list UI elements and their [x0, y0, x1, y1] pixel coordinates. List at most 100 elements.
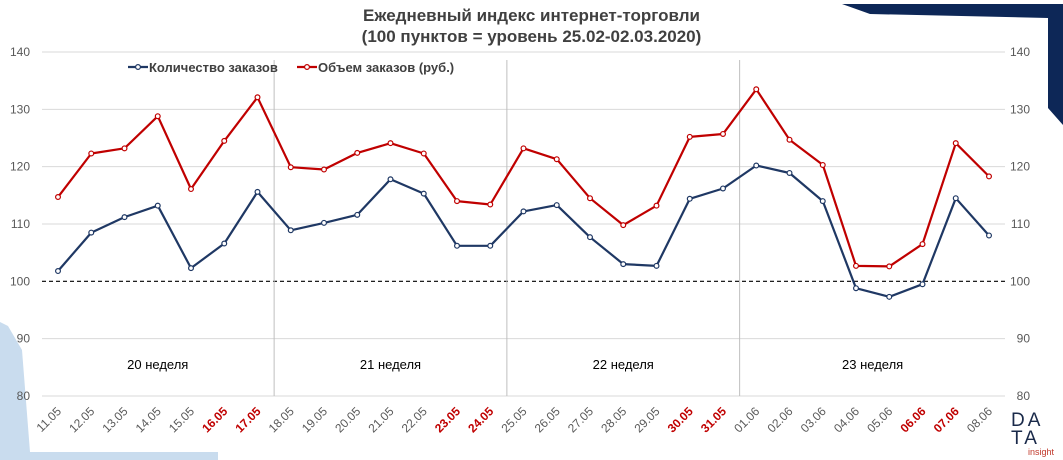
x-tick-label: 01.06	[731, 404, 762, 435]
y-tick-label-right: 130	[1010, 102, 1030, 116]
legend-label: Количество заказов	[149, 60, 278, 75]
data-point	[121, 214, 128, 221]
y-tick-label-left: 100	[10, 274, 30, 288]
data-point	[919, 281, 926, 288]
data-point	[886, 263, 893, 270]
data-point	[154, 113, 161, 120]
series-line	[57, 164, 990, 298]
data-point	[753, 162, 760, 169]
chart-title: Ежедневный индекс интернет-торговли	[363, 6, 700, 25]
y-tick-label-right: 140	[1010, 45, 1030, 59]
data-point	[520, 208, 527, 215]
data-point	[287, 227, 294, 234]
x-tick-label: 14.05	[133, 404, 164, 435]
x-tick-label: 31.05	[698, 404, 729, 435]
data-point	[54, 268, 61, 275]
y-tick-label-left: 80	[17, 389, 31, 403]
x-tick-label: 07.06	[931, 404, 962, 435]
x-tick-label: 28.05	[598, 404, 629, 435]
data-point	[221, 137, 228, 144]
y-tick-label-left: 110	[11, 217, 30, 231]
x-tick-label: 21.05	[365, 404, 396, 435]
data-point	[819, 198, 826, 205]
x-tick-label: 23.05	[432, 404, 463, 435]
data-point	[686, 195, 693, 202]
y-tick-label-left: 120	[10, 160, 30, 174]
y-tick-label-left: 130	[10, 102, 30, 116]
week-label: 23 неделя	[842, 357, 903, 372]
data-point	[586, 195, 593, 202]
week-label: 20 неделя	[127, 357, 188, 372]
data-point	[719, 130, 726, 137]
x-tick-label: 20.05	[332, 404, 363, 435]
data-point	[54, 194, 61, 201]
week-label: 22 неделя	[593, 357, 654, 372]
data-point	[454, 242, 461, 249]
x-tick-label: 13.05	[99, 404, 130, 435]
logo-text-line1: DA	[1011, 410, 1044, 431]
data-point	[188, 265, 195, 272]
data-point	[686, 133, 693, 140]
y-tick-label-right: 110	[1011, 217, 1030, 231]
data-point	[886, 293, 893, 300]
x-tick-label: 19.05	[299, 404, 330, 435]
data-point	[985, 232, 992, 239]
data-point	[487, 242, 494, 249]
data-point	[520, 145, 527, 152]
corner-decoration-bottom-left	[0, 322, 218, 460]
chart-subtitle: (100 пунктов = уровень 25.02-02.03.2020)	[361, 27, 702, 46]
data-point	[852, 262, 859, 269]
y-tick-label-left: 90	[17, 332, 31, 346]
data-point	[985, 173, 992, 180]
x-tick-label: 24.05	[465, 404, 496, 435]
x-tick-label: 08.06	[964, 404, 995, 435]
data-point	[420, 150, 427, 157]
data-point	[653, 262, 660, 269]
legend-marker	[304, 63, 311, 70]
data-point	[321, 166, 328, 173]
x-tick-label: 02.06	[764, 404, 795, 435]
data-point	[454, 198, 461, 205]
legend-label: Объем заказов (руб.)	[318, 60, 454, 75]
data-point	[88, 150, 95, 157]
x-tick-label: 16.05	[199, 404, 230, 435]
x-tick-label: 26.05	[532, 404, 563, 435]
data-point	[952, 195, 959, 202]
x-tick-label: 05.06	[864, 404, 895, 435]
data-point	[586, 234, 593, 241]
y-tick-label-right: 80	[1017, 389, 1031, 403]
x-tick-label: 25.05	[498, 404, 529, 435]
week-label: 21 неделя	[360, 357, 421, 372]
data-point	[287, 164, 294, 171]
legend-marker	[135, 63, 142, 70]
data-point	[121, 145, 128, 152]
data-point	[919, 241, 926, 248]
data-point	[387, 176, 394, 183]
y-tick-label-left: 140	[10, 45, 30, 59]
data-point	[354, 149, 361, 156]
data-insight-logo: DA TA insight	[1008, 410, 1060, 458]
x-tick-label: 27.05	[565, 404, 596, 435]
x-tick-label: 17.05	[232, 404, 263, 435]
logo-text-line3: insight	[1028, 447, 1055, 457]
x-tick-label: 29.05	[631, 404, 662, 435]
data-point	[786, 136, 793, 143]
x-tick-label: 30.05	[665, 404, 696, 435]
data-point	[88, 229, 95, 236]
x-tick-label: 15.05	[166, 404, 197, 435]
y-tick-label-right: 120	[1010, 160, 1030, 174]
y-tick-label-right: 100	[1010, 274, 1030, 288]
data-point	[487, 201, 494, 208]
data-point	[753, 86, 760, 93]
x-tick-label: 18.05	[266, 404, 297, 435]
data-point	[553, 202, 560, 209]
logo-text-line2: TA	[1011, 428, 1040, 449]
data-point	[553, 156, 560, 163]
x-tick-label: 11.05	[34, 404, 65, 435]
data-point	[254, 188, 261, 195]
data-point	[188, 186, 195, 193]
corner-decoration-top-right	[842, 4, 1063, 125]
data-point	[254, 94, 261, 101]
x-tick-label: 03.06	[798, 404, 829, 435]
